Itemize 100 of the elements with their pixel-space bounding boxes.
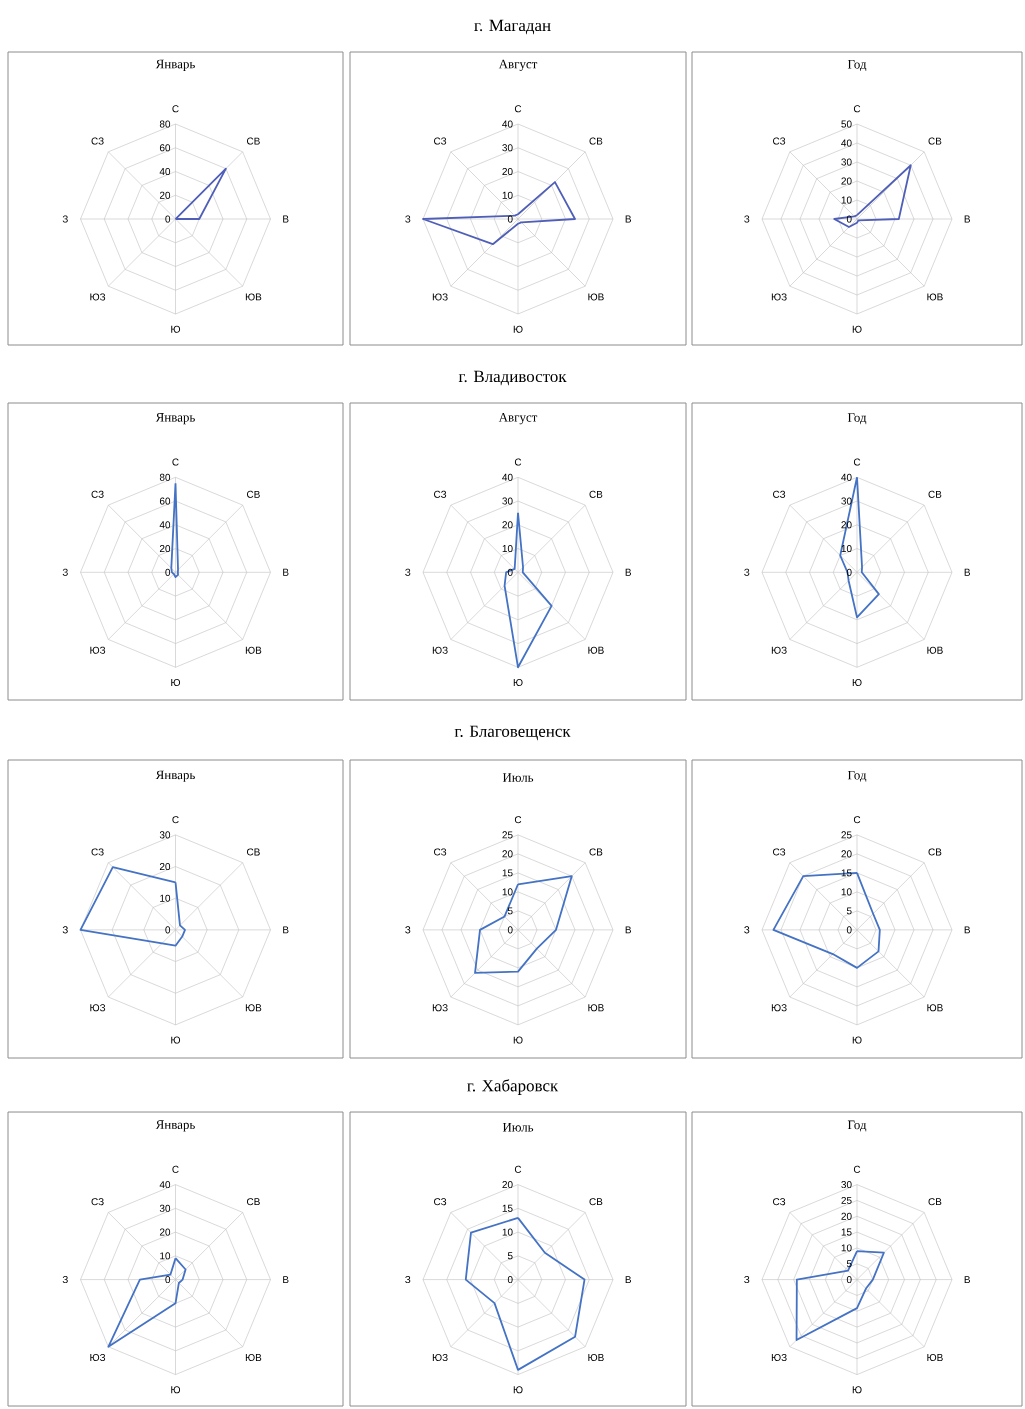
y-tick-label: 0: [507, 1276, 513, 1284]
y-tick-label: 0: [165, 926, 171, 934]
y-tick-label: 30: [841, 158, 852, 166]
spoke-label: З: [744, 926, 750, 934]
spoke-label: З: [405, 1276, 411, 1284]
y-tick-label: 40: [841, 473, 852, 481]
spoke-label: С: [853, 458, 861, 466]
spoke-label: СВ: [589, 137, 603, 145]
spoke-label: ЮЗ: [432, 1004, 448, 1012]
chart-title: Год: [847, 770, 867, 782]
y-tick-label: 5: [507, 1252, 513, 1260]
chart-title: Январь: [155, 1120, 195, 1132]
y-tick-label: 30: [841, 497, 852, 505]
spoke-label: З: [744, 568, 750, 576]
spoke-label: Ю: [171, 1036, 181, 1044]
spoke-label: С: [514, 1165, 522, 1173]
spoke-label: Ю: [513, 1386, 523, 1394]
spoke-label: Ю: [852, 1036, 862, 1044]
spoke-label: СЗ: [773, 848, 786, 856]
y-tick-label: 15: [841, 869, 852, 877]
y-tick-label: 5: [846, 1260, 852, 1268]
y-tick-label: 20: [841, 850, 852, 858]
spoke-label: С: [172, 105, 179, 113]
y-tick-label: 40: [159, 521, 171, 529]
y-tick-label: 0: [846, 215, 852, 223]
y-tick-label: 40: [841, 139, 852, 147]
spoke-label: В: [625, 1276, 632, 1284]
y-tick-label: 0: [846, 1276, 852, 1284]
y-tick-label: 25: [841, 1196, 852, 1204]
spoke-label: СЗ: [773, 1198, 786, 1206]
spoke-label: З: [405, 926, 411, 934]
spoke-label: ЮЗ: [432, 293, 448, 301]
y-tick-label: 40: [159, 167, 171, 176]
chart-title: Год: [847, 60, 867, 72]
chart-title: Июль: [502, 773, 534, 782]
spoke-label: ЮЗ: [771, 1004, 787, 1012]
spoke-label: ЮВ: [588, 1004, 604, 1012]
y-tick-label: 30: [159, 1204, 171, 1212]
y-tick-label: 0: [846, 568, 852, 576]
spoke-label: В: [283, 568, 289, 576]
y-tick-label: 20: [502, 521, 513, 529]
chart-title: Год: [847, 1120, 867, 1132]
y-tick-label: 20: [841, 1212, 852, 1220]
spoke-label: СВ: [247, 137, 260, 145]
spoke-label: ЮВ: [588, 1353, 604, 1362]
spoke-label: СЗ: [434, 848, 447, 856]
y-tick-label: 20: [502, 1181, 513, 1189]
y-tick-label: 10: [502, 191, 513, 199]
spoke-label: С: [172, 458, 179, 466]
spoke-label: Ю: [513, 325, 523, 333]
y-tick-label: 10: [841, 1244, 852, 1252]
y-tick-label: 0: [507, 568, 513, 576]
chart-title: Январь: [155, 59, 195, 72]
chart-title: Август: [498, 412, 538, 425]
y-tick-label: 60: [159, 144, 171, 152]
y-tick-label: 30: [502, 497, 513, 505]
y-tick-label: 20: [159, 1228, 171, 1236]
y-tick-label: 80: [159, 120, 171, 128]
y-tick-label: 30: [841, 1181, 852, 1189]
y-tick-label: 20: [159, 191, 171, 199]
spoke-label: В: [283, 215, 289, 223]
spoke-label: ЮЗ: [771, 646, 787, 654]
text: г. Хабаровск: [467, 1079, 559, 1095]
spoke-label: ЮВ: [588, 293, 604, 301]
y-tick-label: 0: [165, 215, 171, 223]
text: г. Магадан: [474, 19, 551, 35]
spoke-label: СВ: [928, 1198, 942, 1206]
spoke-label: С: [853, 105, 861, 113]
spoke-label: ЮВ: [927, 646, 943, 654]
spoke-label: ЮЗ: [771, 1353, 787, 1362]
spoke-label: В: [625, 926, 632, 934]
spoke-label: С: [172, 816, 179, 824]
spoke-label: З: [62, 1276, 68, 1284]
spoke-label: СВ: [247, 848, 260, 856]
y-tick-label: 40: [502, 120, 513, 128]
y-tick-label: 20: [159, 545, 171, 553]
spoke-label: СЗ: [91, 1198, 104, 1206]
spoke-label: С: [514, 816, 522, 824]
spoke-label: СЗ: [91, 848, 104, 856]
y-tick-label: 15: [502, 869, 513, 877]
spoke-label: Ю: [513, 1036, 523, 1044]
spoke-label: З: [744, 215, 750, 223]
chart-title: Январь: [155, 413, 195, 425]
y-tick-label: 0: [507, 926, 513, 934]
spoke-label: Ю: [171, 1386, 181, 1394]
y-tick-label: 30: [502, 144, 513, 152]
y-tick-label: 0: [165, 568, 171, 576]
spoke-label: ЮВ: [245, 293, 262, 301]
spoke-label: СЗ: [434, 137, 447, 145]
spoke-label: З: [744, 1276, 750, 1284]
spoke-label: ЮЗ: [90, 646, 106, 654]
y-tick-label: 30: [159, 831, 171, 839]
y-tick-label: 40: [502, 473, 513, 481]
spoke-label: СВ: [589, 490, 603, 498]
y-tick-label: 40: [159, 1181, 171, 1189]
spoke-label: ЮЗ: [90, 1004, 106, 1012]
spoke-label: Ю: [852, 325, 862, 333]
y-tick-label: 5: [846, 907, 852, 915]
spoke-label: З: [62, 568, 68, 576]
y-tick-label: 50: [841, 120, 852, 128]
